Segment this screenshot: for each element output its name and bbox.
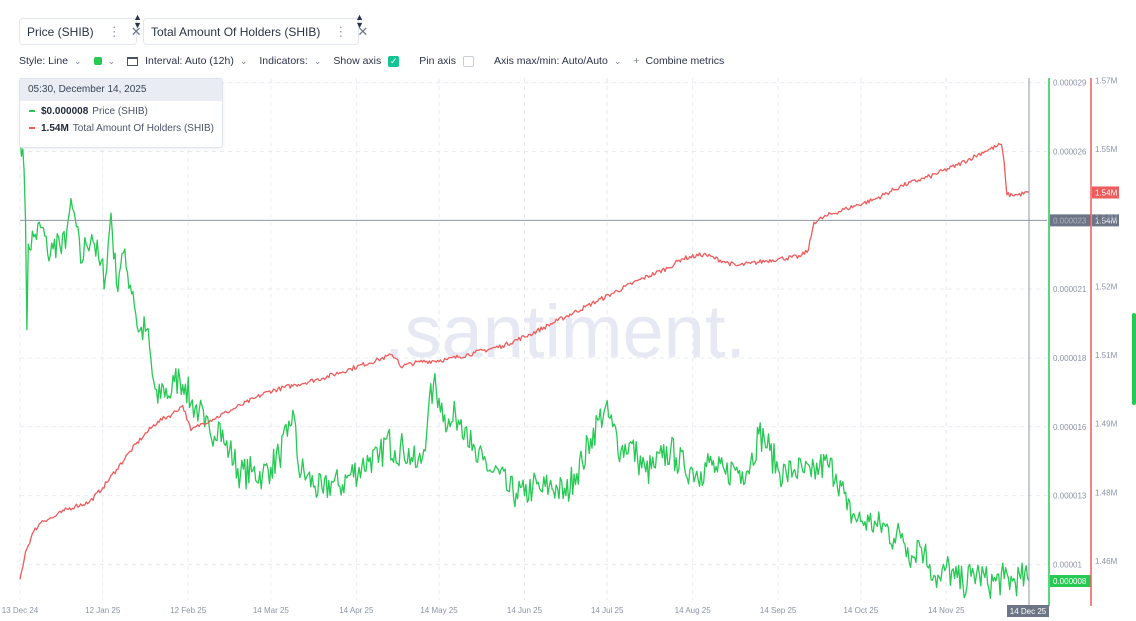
price-series-line	[19, 130, 1030, 599]
holders-axis: 1.57M 1.55M 1.54M 1.52M 1.51M 1.49M 1.48M 1.46M	[1090, 76, 1118, 606]
last-price-label: 0.000008	[1053, 577, 1087, 586]
crosshair-holders-label-bg	[1092, 214, 1119, 227]
interval-dropdown[interactable]: Interval: Auto (12h) ⌄	[127, 55, 247, 67]
crosshair-price-label: 0.000023	[1053, 216, 1087, 225]
series-layer	[19, 130, 1030, 599]
holders-series-line	[19, 142, 1030, 580]
holders-tick-label: 1.48M	[1095, 488, 1118, 497]
pin-axis-toggle[interactable]: Pin axis	[419, 55, 475, 67]
x-tick-label: 12 Jan 25	[85, 606, 121, 615]
crosshair-layer: 0.000023 1.54M 0.000008 1.54M	[20, 78, 1119, 606]
price-tick-label: 0.000023	[1053, 216, 1087, 225]
price-tick-label: 0.000013	[1053, 492, 1087, 501]
holders-tick-label: 1.57M	[1095, 76, 1118, 85]
chevron-down-icon: ⌄	[313, 55, 322, 66]
price-tick-label: 0.000021	[1053, 285, 1087, 294]
price-axis: 0.000029 0.000026 0.000023 0.000021 0.000018…	[1048, 78, 1087, 606]
tooltip-row-price: $0.000008 Price (SHIB)	[20, 104, 222, 118]
tooltip-value: 1.54M	[41, 122, 69, 134]
metric-tab-price[interactable]: Price (SHIB) ⋮ ✕ ▲ ▼	[19, 13, 142, 45]
show-axis-label: Show axis	[333, 55, 382, 67]
price-tick-label: 0.000029	[1053, 79, 1087, 88]
tooltip-row-holders: 1.54M Total Amount Of Holders (SHIB)	[20, 121, 222, 135]
price-tick-label: 0.000018	[1053, 354, 1087, 363]
tooltip-value: $0.000008	[41, 105, 89, 117]
side-scroll-handle[interactable]	[1132, 313, 1136, 405]
metrics-header: Price (SHIB) ⋮ ✕ ▲ ▼ Total Amount Of Hold…	[0, 0, 1136, 82]
price-tick-label: 0.000026	[1053, 148, 1087, 157]
x-axis: 13 Dec 24 12 Jan 25 12 Feb 25 14 Mar 25 14 A…	[2, 605, 1049, 617]
last-holders-label: 1.54M	[1095, 188, 1118, 197]
style-dropdown[interactable]: Style: Line ⌄	[19, 55, 82, 67]
chevron-down-icon: ⌄	[239, 55, 248, 66]
x-tick-label: 12 Feb 25	[170, 606, 207, 615]
x-tick-label: 13 Dec 24	[2, 606, 39, 615]
axis-minmax-dropdown[interactable]: Axis max/min: Auto/Auto ⌄	[494, 55, 621, 67]
x-tick-label: 14 Aug 25	[675, 606, 712, 615]
x-tick-label: 14 Apr 25	[339, 606, 374, 615]
checkmark-icon[interactable]: ✓	[388, 55, 400, 67]
plus-icon: +	[633, 55, 640, 67]
show-axis-toggle[interactable]: Show axis ✓	[333, 55, 400, 67]
chart-toolbar: Style: Line ⌄ ⌄ Interval: Auto (12h) ⌄ Ind…	[19, 53, 736, 69]
close-icon[interactable]: ✕	[130, 23, 142, 39]
legend-line-icon	[29, 127, 35, 129]
chevron-down-icon: ⌄	[74, 55, 82, 66]
crosshair-price-label-bg	[1050, 214, 1091, 227]
last-price-label-bg	[1050, 575, 1091, 588]
metric-tab-label: Total Amount Of Holders (SHIB)	[151, 24, 321, 39]
pin-axis-label: Pin axis	[419, 55, 457, 67]
calendar-icon	[127, 56, 139, 66]
indicators-label: Indicators:	[259, 55, 308, 67]
chevron-down-icon: ⌄	[107, 55, 116, 66]
combine-metrics-label: Combine metrics	[645, 55, 725, 67]
style-label: Style: Line	[19, 55, 69, 67]
color-dropdown[interactable]: ⌄	[93, 55, 116, 67]
hover-tooltip: 05:30, December 14, 2025 $0.000008 Price…	[19, 78, 223, 148]
tooltip-date: 05:30, December 14, 2025	[20, 79, 222, 101]
more-options-icon[interactable]: ⋮	[107, 23, 121, 39]
holders-tick-label: 1.55M	[1095, 145, 1118, 154]
indicators-dropdown[interactable]: Indicators: ⌄	[259, 55, 321, 67]
x-tick-label: 14 May 25	[420, 606, 458, 615]
metric-tab-label: Price (SHIB)	[27, 24, 94, 39]
x-tick-label: 14 Sep 25	[760, 606, 797, 615]
legend-line-icon	[29, 110, 35, 112]
price-tick-label: 0.00001	[1053, 560, 1082, 569]
more-options-icon[interactable]: ⋮	[334, 23, 348, 39]
last-holders-label-bg	[1092, 186, 1119, 199]
reorder-arrows-icon[interactable]: ▲ ▼	[133, 12, 142, 30]
axis-minmax-label: Axis max/min: Auto/Auto	[494, 55, 608, 67]
current-date-label-bg	[1007, 605, 1049, 617]
holders-tick-label: 1.49M	[1095, 420, 1118, 429]
interval-label: Interval: Auto (12h)	[145, 55, 234, 67]
x-tick-label: 14 Oct 25	[843, 606, 878, 615]
current-date-label: 14 Dec 25	[1010, 607, 1047, 616]
color-swatch	[93, 57, 102, 65]
combine-metrics-button[interactable]: + Combine metrics	[633, 55, 724, 67]
holders-tick-label: 1.54M	[1095, 214, 1118, 223]
x-tick-label: 14 Jun 25	[507, 606, 543, 615]
holders-tick-label: 1.46M	[1095, 557, 1118, 566]
x-tick-label: 14 Mar 25	[253, 606, 290, 615]
x-tick-label: 14 Jul 25	[591, 606, 624, 615]
holders-tick-label: 1.52M	[1095, 282, 1118, 291]
chevron-down-icon: ⌄	[613, 55, 622, 66]
tooltip-metric-name: Price (SHIB)	[92, 105, 148, 117]
tooltip-metric-name: Total Amount Of Holders (SHIB)	[72, 122, 214, 134]
close-icon[interactable]: ✕	[357, 23, 369, 39]
holders-tick-label: 1.51M	[1095, 351, 1118, 360]
crosshair-holders-label: 1.54M	[1095, 216, 1118, 225]
reorder-arrows-icon[interactable]: ▲ ▼	[355, 12, 364, 30]
metric-tab-holders[interactable]: Total Amount Of Holders (SHIB) ⋮ ✕ ▲ ▼	[143, 13, 368, 45]
price-tick-label: 0.000016	[1053, 423, 1087, 432]
x-tick-label: 14 Nov 25	[928, 606, 965, 615]
pin-axis-checkbox[interactable]	[463, 55, 475, 67]
